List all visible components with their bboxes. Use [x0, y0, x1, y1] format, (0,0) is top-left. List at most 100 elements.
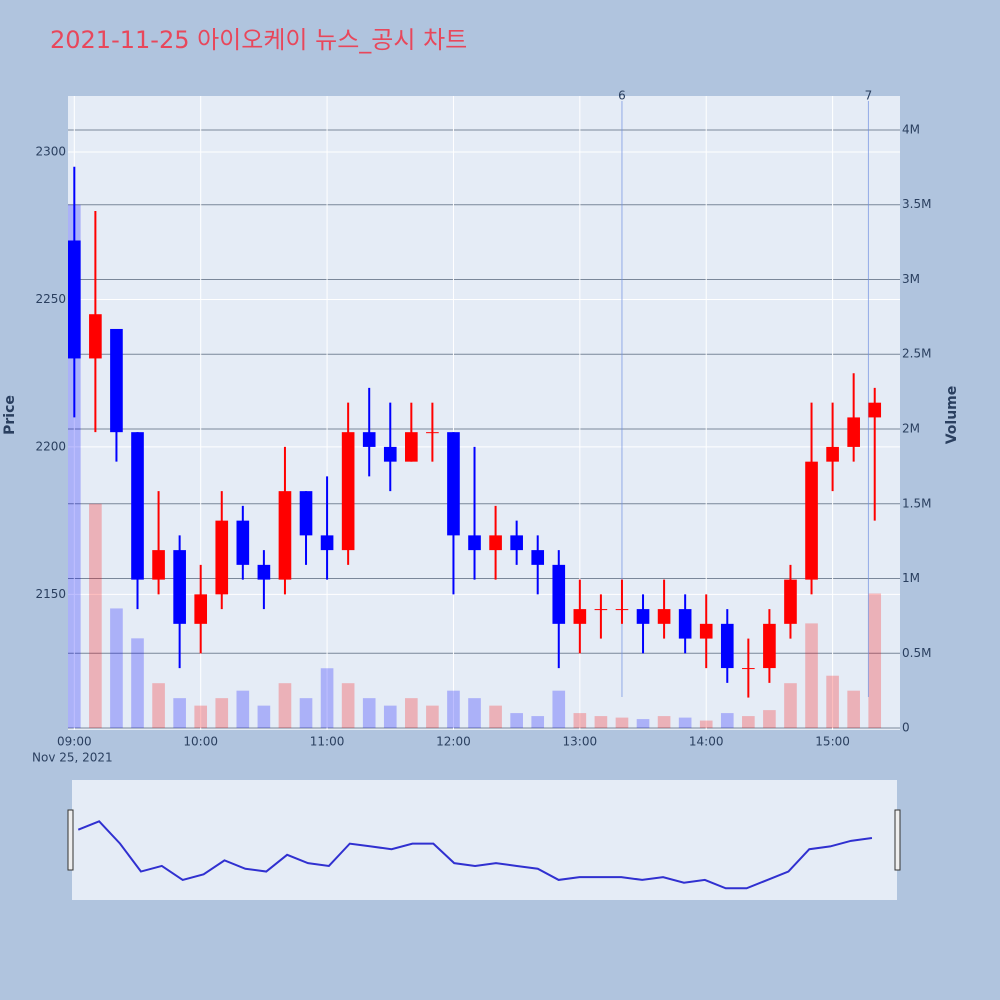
- candle-body: [573, 609, 587, 624]
- volume-bar: [531, 716, 545, 729]
- candle-body: [236, 520, 250, 565]
- candle-body: [699, 623, 713, 639]
- volume-bar: [131, 638, 144, 729]
- volume-bar: [173, 698, 186, 729]
- candle-body: [510, 535, 523, 551]
- candle-body: [131, 432, 144, 580]
- volume-bar: [236, 690, 250, 729]
- volume-bar: [636, 719, 650, 729]
- volume-bar: [699, 720, 713, 729]
- volume-bar: [215, 698, 229, 729]
- slider-handle[interactable]: [894, 809, 901, 871]
- candle-body: [299, 491, 313, 536]
- x-tick-label: 14:00: [689, 735, 724, 749]
- volume-bar: [763, 710, 776, 729]
- y2-tick-label: 3M: [902, 272, 920, 286]
- volume-bar: [868, 593, 882, 729]
- y-tick-label: 2150: [35, 587, 66, 601]
- y2-axis-title: Volume: [944, 386, 960, 445]
- candle-body: [68, 240, 81, 359]
- candle-body: [847, 417, 860, 447]
- candle-body: [678, 609, 692, 639]
- volume-bar: [805, 623, 818, 729]
- volume-bar: [278, 683, 292, 729]
- volume-bar: [784, 683, 797, 729]
- candle-body: [89, 314, 102, 359]
- volume-bar: [320, 668, 334, 729]
- x-tick-label: 12:00: [436, 735, 471, 749]
- y-tick-label: 2300: [35, 145, 66, 159]
- candle-body: [426, 432, 439, 434]
- volume-bar: [489, 705, 502, 729]
- volume-bar: [362, 698, 376, 729]
- y2-tick-label: 0.5M: [902, 646, 931, 660]
- volume-bar: [826, 675, 839, 729]
- volume-bar: [257, 705, 271, 729]
- slider-line: [77, 820, 873, 890]
- volume-bar: [152, 683, 165, 729]
- volume-bar: [110, 608, 123, 729]
- candle-body: [320, 535, 334, 551]
- candle-body: [742, 668, 755, 670]
- candle-body: [362, 432, 376, 447]
- volume-bar: [299, 698, 313, 729]
- chart-title: 2021-11-25 아이오케이 뉴스_공시 차트: [50, 26, 467, 54]
- candle-body: [720, 623, 734, 669]
- y2-tick-label: 0: [902, 721, 910, 735]
- volume-bar: [468, 698, 481, 729]
- candle-body: [194, 594, 208, 624]
- candle-body: [152, 550, 165, 580]
- volume-bar: [426, 705, 439, 729]
- volume-bar: [720, 713, 734, 729]
- candle-body: [383, 446, 397, 462]
- candle-body: [531, 550, 545, 565]
- candle-body: [594, 609, 608, 611]
- y-axis-title: Price: [2, 395, 18, 435]
- candle-body: [552, 564, 566, 624]
- candle-body: [636, 609, 650, 624]
- candle-body: [110, 328, 123, 433]
- volume-bar: [552, 690, 566, 729]
- x-tick-label: 11:00: [310, 735, 345, 749]
- plot-area: [68, 96, 900, 730]
- y2-tick-label: 2M: [902, 421, 920, 435]
- volume-bar: [573, 713, 587, 729]
- volume-bar: [594, 716, 608, 729]
- volume-bar: [615, 717, 629, 729]
- volume-bar: [657, 716, 671, 729]
- candle-body: [805, 461, 818, 580]
- candle-body: [341, 432, 355, 551]
- candle-body: [784, 579, 797, 624]
- candle-body: [489, 535, 502, 551]
- volume-bar: [383, 705, 397, 729]
- x-tick-label: 13:00: [563, 735, 598, 749]
- candle-body: [278, 491, 292, 580]
- volume-bar: [447, 690, 460, 729]
- candle-body: [447, 432, 460, 536]
- slider-handle[interactable]: [67, 809, 74, 871]
- y-tick-label: 2200: [35, 439, 66, 453]
- candle-body: [826, 446, 839, 462]
- x-tick-label: 09:00: [57, 735, 92, 749]
- candle-body: [173, 550, 186, 624]
- candle-body: [657, 609, 671, 624]
- annotation-text: 6: [618, 89, 626, 103]
- candle-body: [257, 564, 271, 580]
- x-tick-label: 10:00: [183, 735, 218, 749]
- volume-bar: [510, 713, 523, 729]
- candle-body: [868, 402, 882, 418]
- volume-bar: [678, 717, 692, 729]
- y2-tick-label: 2.5M: [902, 347, 931, 361]
- y-tick-label: 2250: [35, 292, 66, 306]
- candle-body: [468, 535, 481, 551]
- volume-bar: [341, 683, 355, 729]
- candle-body: [763, 623, 776, 669]
- candle-body: [405, 432, 418, 462]
- y2-tick-label: 1.5M: [902, 496, 931, 510]
- annotation-text: 7: [865, 89, 873, 103]
- volume-bar: [847, 690, 860, 729]
- x-tick-label: 15:00: [815, 735, 850, 749]
- range-slider[interactable]: [72, 780, 897, 900]
- candle-body: [615, 609, 629, 611]
- volume-bar: [194, 705, 208, 729]
